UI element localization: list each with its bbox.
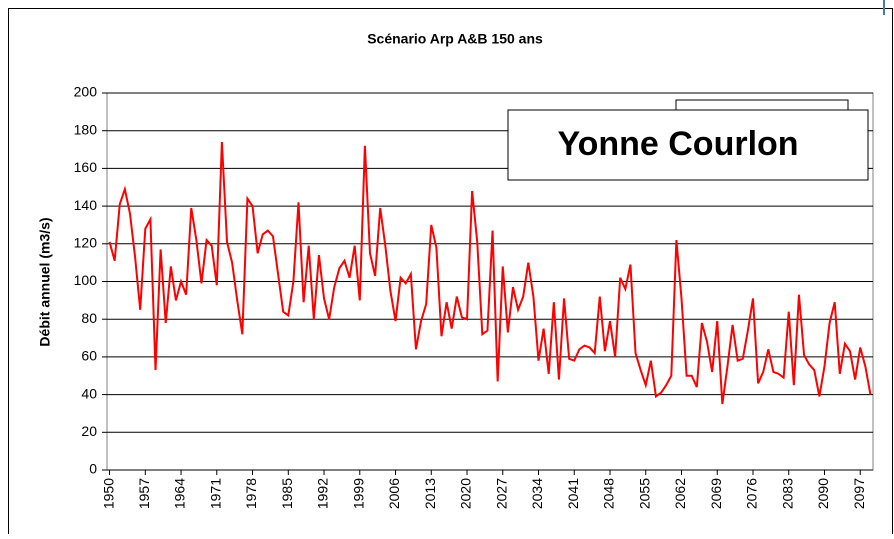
- y-tick-label: 60: [81, 348, 97, 364]
- x-tick-label: 2097: [851, 478, 867, 509]
- x-tick-label: 1971: [207, 478, 223, 509]
- annotation: Yonne Courlon: [557, 125, 798, 163]
- x-tick-label: 1999: [350, 478, 366, 509]
- x-tick-label: 2006: [386, 478, 402, 509]
- x-tick-label: 2069: [708, 478, 724, 509]
- y-tick-label: 20: [81, 423, 97, 439]
- data-line: [108, 141, 872, 405]
- x-tick-label: 2083: [779, 478, 795, 509]
- x-tick-label: 2034: [529, 478, 545, 509]
- x-tick-label: 1950: [100, 478, 116, 509]
- x-tick-label: 2055: [636, 478, 652, 509]
- y-tick-label: 100: [74, 272, 98, 288]
- annotation-box: [507, 109, 869, 181]
- x-tick-label: 2076: [744, 478, 760, 509]
- y-tick-label: 140: [74, 197, 98, 213]
- x-tick-label: 2013: [422, 478, 438, 509]
- y-axis-label: Débit annuel (m3/s): [37, 217, 53, 346]
- y-tick-label: 80: [81, 310, 97, 326]
- x-tick-label: 1957: [136, 478, 152, 509]
- x-tick-label: 2090: [815, 478, 831, 509]
- x-tick-label: 2048: [601, 478, 617, 509]
- y-tick-label: 120: [74, 235, 98, 251]
- x-tick-label: 1985: [279, 478, 295, 509]
- x-tick-label: 2020: [458, 478, 474, 509]
- y-tick-label: 40: [81, 385, 97, 401]
- y-tick-label: 160: [74, 159, 98, 175]
- x-tick-label: 2041: [565, 478, 581, 509]
- x-tick-label: 1992: [315, 478, 331, 509]
- x-tick-label: 2027: [493, 478, 509, 509]
- chart-title: Scénario Arp A&B 150 ans: [367, 31, 543, 47]
- y-tick-label: 0: [89, 461, 97, 477]
- y-tick-label: 180: [74, 121, 98, 137]
- x-tick-label: 1964: [172, 478, 188, 509]
- x-tick-label: 2062: [672, 478, 688, 509]
- y-tick-label: 200: [74, 84, 98, 100]
- x-tick-label: 1978: [243, 478, 259, 509]
